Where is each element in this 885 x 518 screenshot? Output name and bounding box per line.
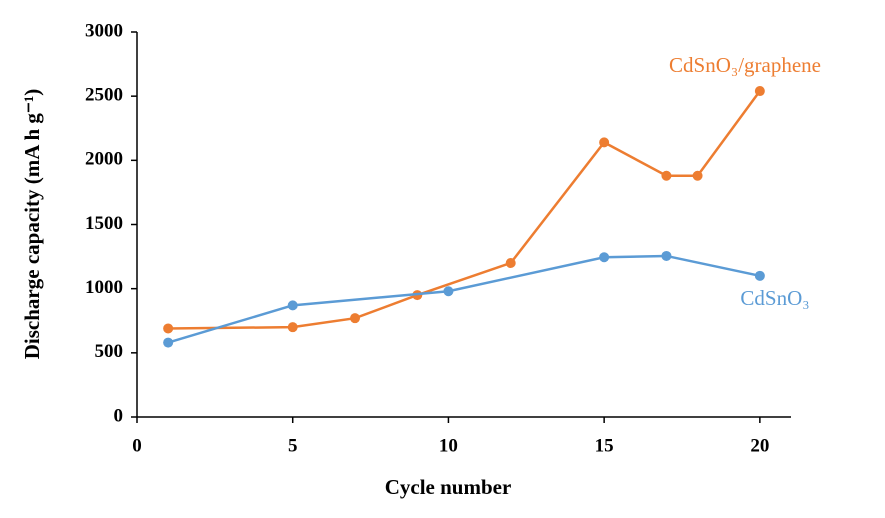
- data-point: [163, 337, 174, 348]
- data-point: [661, 250, 672, 261]
- data-point: [505, 258, 516, 268]
- data-point: [287, 300, 298, 311]
- x-tick-label: 5: [288, 435, 298, 456]
- y-tick-label: 1500: [85, 213, 123, 234]
- y-tick-label: 2500: [85, 85, 123, 106]
- data-point: [350, 313, 360, 324]
- data-point: [692, 170, 703, 181]
- data-point: [754, 270, 765, 281]
- data-point: [599, 137, 610, 148]
- data-point: [754, 86, 765, 97]
- y-tick-label: 500: [95, 341, 124, 362]
- data-point: [163, 323, 174, 334]
- series-label: CdSnO₃: [740, 286, 809, 310]
- x-axis-title: Cycle number: [385, 475, 512, 499]
- y-axis-title: Discharge capacity (mA h g⁻¹): [20, 89, 44, 360]
- data-point: [443, 286, 454, 297]
- y-tick-label: 0: [114, 405, 124, 426]
- x-tick-label: 0: [132, 435, 142, 456]
- data-point: [287, 322, 298, 333]
- series-line: [168, 90, 761, 330]
- x-tick-label: 10: [439, 435, 458, 456]
- x-tick-label: 15: [595, 435, 614, 456]
- y-tick-label: 2000: [85, 149, 123, 170]
- y-tick-label: 3000: [85, 20, 123, 41]
- data-point: [661, 170, 672, 181]
- x-tick-label: 20: [750, 435, 769, 456]
- series-label: CdSnO₃/graphene: [669, 53, 821, 77]
- data-point: [599, 252, 610, 263]
- series-line: [167, 254, 761, 344]
- y-tick-label: 1000: [85, 277, 123, 298]
